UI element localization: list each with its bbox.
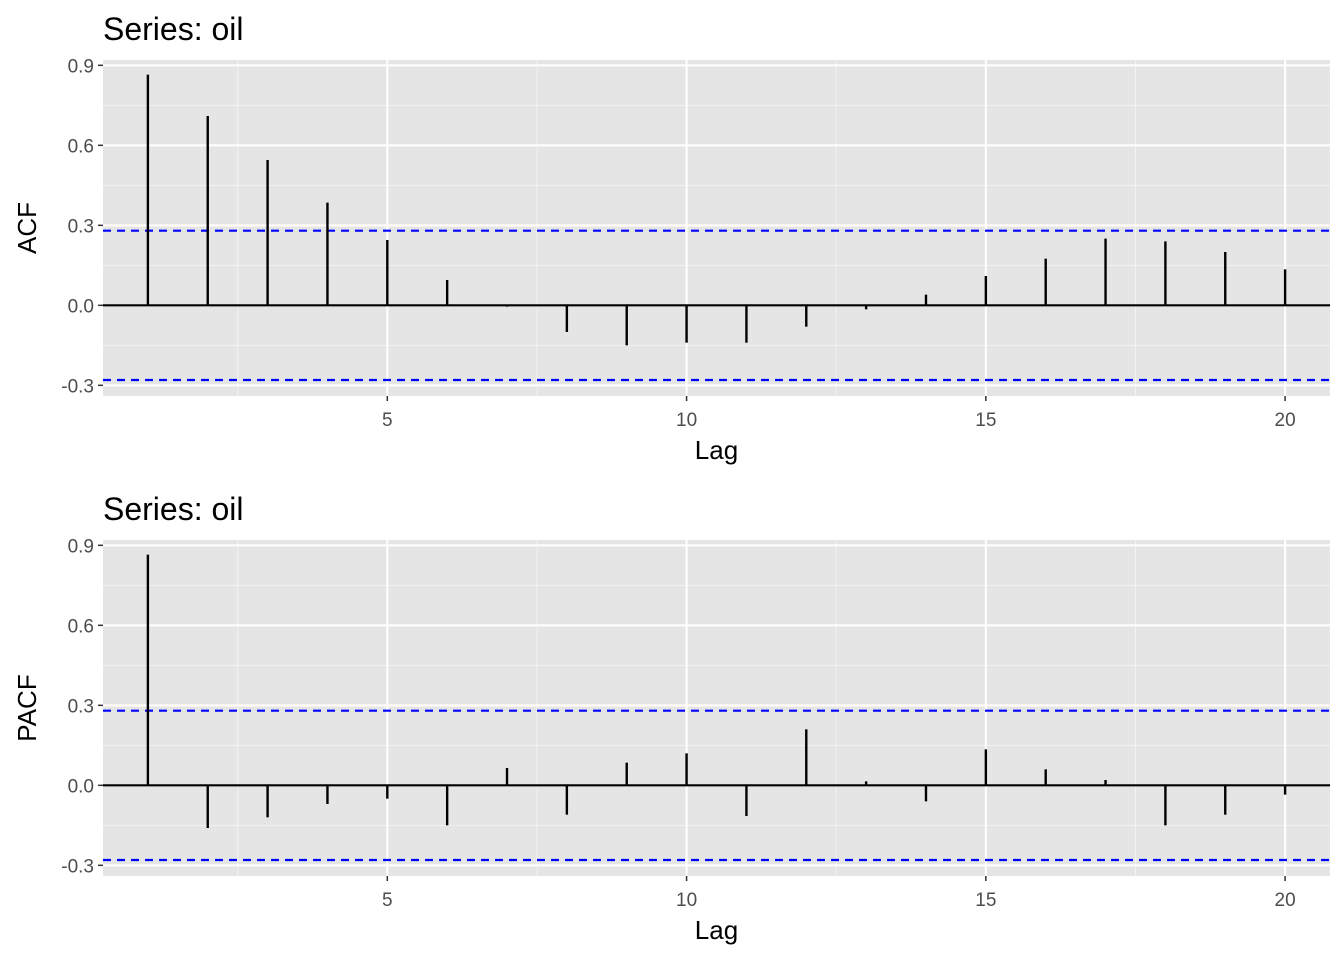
pacf-x-axis-label: Lag (695, 915, 738, 945)
pacf-y-tick-label: 0.3 (68, 696, 94, 717)
acf-x-axis-label: Lag (695, 435, 738, 465)
pacf-y-tick-label: 0.0 (68, 776, 94, 797)
pacf-panel-background (103, 540, 1330, 876)
acf-y-tick-label: 0.3 (68, 216, 94, 237)
acf-y-tick-label: 0.6 (68, 136, 94, 157)
pacf-title: Series: oil (103, 491, 244, 527)
pacf-y-tick-label: -0.3 (61, 856, 94, 877)
acf-y-tick-label: 0.9 (68, 56, 94, 77)
acf-title: Series: oil (103, 11, 244, 47)
pacf-y-tick-label: 0.9 (68, 536, 94, 557)
pacf-panel: -0.3 0.0 0.3 0.6 0.9 5 10 15 20 Series: oil Lag PAC… (12, 491, 1330, 945)
acf-panel-background (103, 60, 1330, 396)
acf-x-tick-label: 15 (975, 410, 996, 431)
acf-y-tick-label: 0.0 (68, 296, 94, 317)
pacf-x-tick-label: 5 (382, 890, 393, 911)
acf-x-tick-label: 10 (676, 410, 697, 431)
acf-y-tick-label: -0.3 (61, 376, 94, 397)
pacf-x-tick-label: 15 (975, 890, 996, 911)
pacf-x-tick-label: 20 (1275, 890, 1296, 911)
acf-x-tick-label: 20 (1275, 410, 1296, 431)
acf-x-tick-label: 5 (382, 410, 393, 431)
pacf-x-tick-label: 10 (676, 890, 697, 911)
acf-y-axis-label: ACF (12, 202, 42, 254)
acf-panel: -0.3 0.0 0.3 0.6 0.9 5 10 15 20 Series: oil Lag ACF (12, 11, 1330, 465)
pacf-y-tick-label: 0.6 (68, 616, 94, 637)
pacf-y-axis-label: PACF (12, 674, 42, 741)
